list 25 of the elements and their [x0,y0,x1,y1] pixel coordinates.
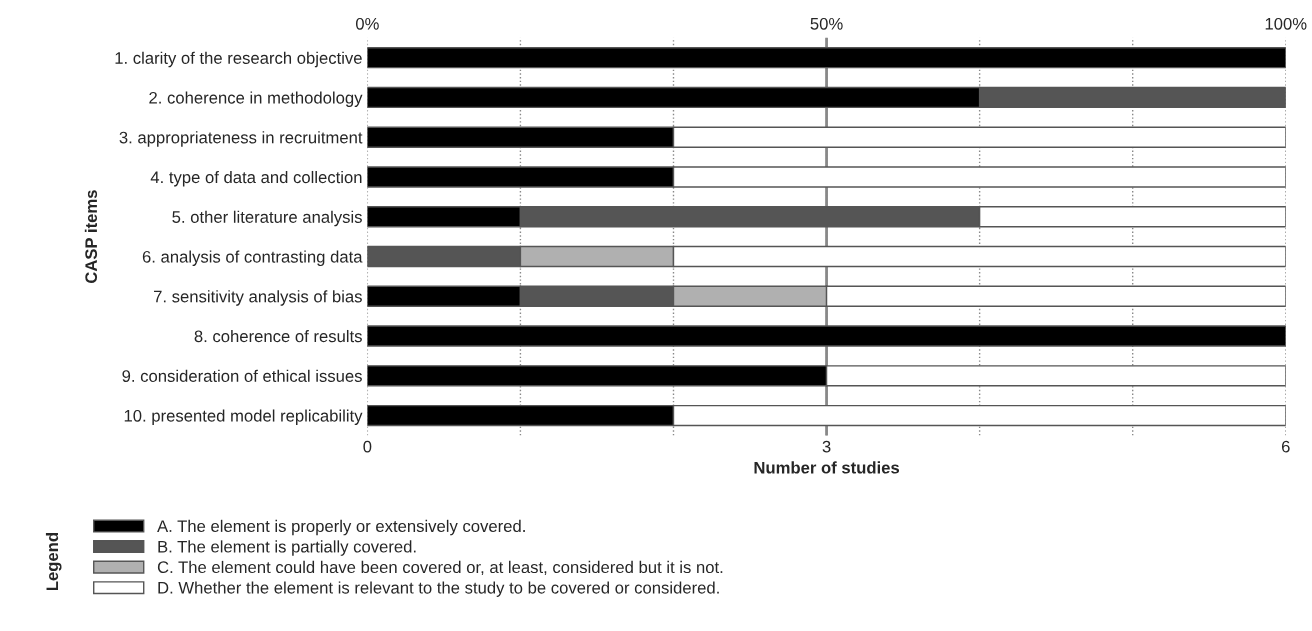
x-tick-label: 3 [822,440,831,453]
x-tick-label: 6 [1281,440,1290,453]
legend-label: D. Whether the element is relevant to the study to be covered or considered. [158,581,719,597]
y-tick-label: 2. coherence in methodology [149,91,363,107]
y-tick-label: 4. type of data and collection [150,170,362,187]
y-tick-label: 8. coherence of results [194,329,362,343]
legend-label: A. The element is properly or extensively covered. [157,519,525,536]
x2-tick-label: 100% [1265,17,1307,30]
x2-tick-label: 50% [810,17,843,30]
y-tick-label: 1. clarity of the research objective [115,51,362,68]
y-tick-label: 7. sensitivity analysis of bias [154,290,362,306]
x2-tick-label: 0% [355,17,379,30]
x-axis-title: Number of studies [754,461,900,474]
y-tick-label: 9. consideration of ethical issues [122,369,362,382]
y-tick-label: 5. other literature analysis [172,210,362,227]
y-tick-label: 10. presented model replicability [124,409,363,426]
bar [367,47,1286,69]
y-tick-label: 3. appropriateness in recruitment [119,131,363,147]
bar [367,325,1286,347]
y-axis-title: CASP items [84,190,98,284]
legend-label: C. The element could have been covered or, at least, considered but it is not. [157,560,723,576]
y-tick-label: 6. analysis of contrasting data [142,250,363,266]
legend-label: B. The element is partially covered. [158,540,416,556]
x-tick-label: 0 [363,440,372,453]
legend-title: Legend [45,533,62,591]
